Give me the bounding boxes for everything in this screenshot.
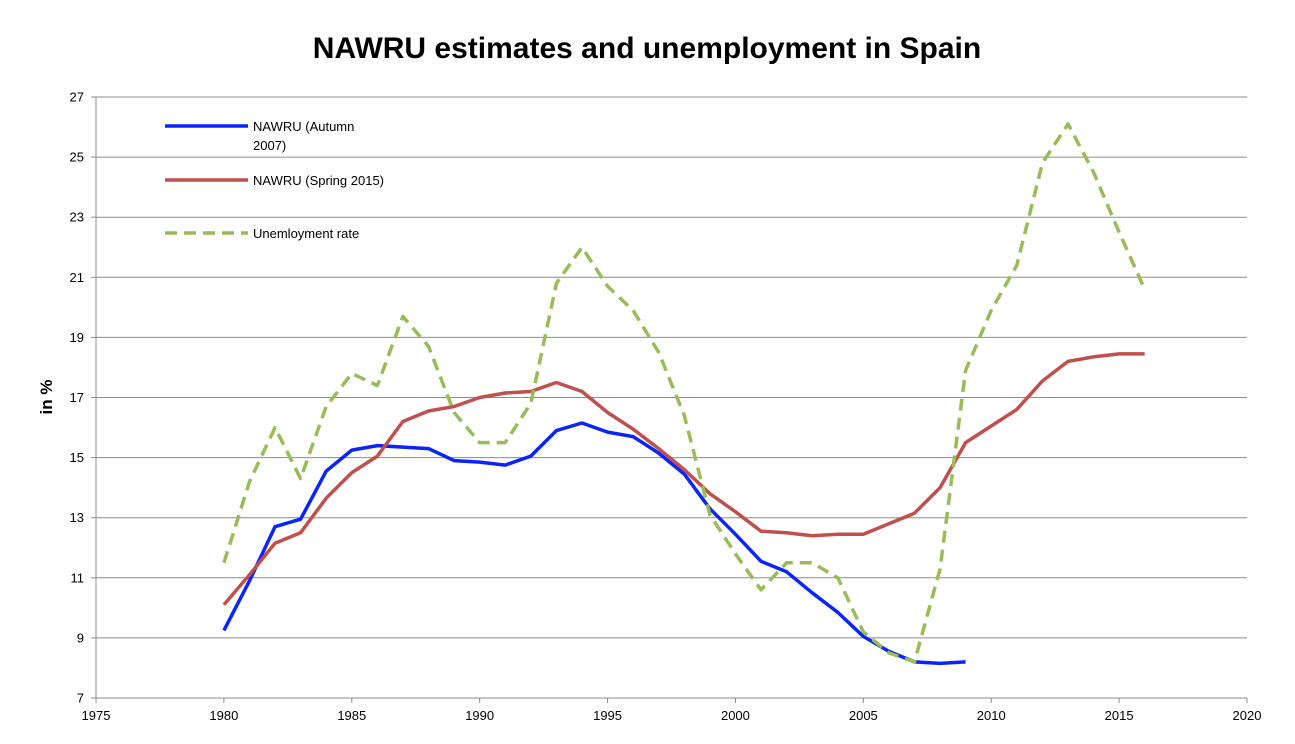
x-tick-label: 1990: [465, 708, 494, 723]
gridlines: [96, 96, 1247, 639]
y-tick-label: 23: [70, 210, 84, 225]
legend-label-1: 2007): [253, 138, 286, 153]
x-tick-label: 1975: [82, 708, 111, 723]
x-tick-label: 2020: [1233, 708, 1262, 723]
x-tick-label: 1985: [337, 708, 366, 723]
y-tick-label: 25: [70, 150, 84, 165]
y-axis-label: in %: [37, 380, 56, 415]
x-tick-label: 2015: [1105, 708, 1134, 723]
y-tick-label: 13: [70, 510, 84, 525]
y-tick-label: 11: [71, 570, 85, 585]
y-tick-label: 9: [77, 630, 84, 645]
x-tick-label: 2005: [849, 708, 878, 723]
chart-title: NAWRU estimates and unemployment in Spai…: [313, 32, 981, 65]
y-tick-label: 17: [70, 390, 84, 405]
x-tick-label: 2000: [721, 708, 750, 723]
legend-label-1: NAWRU (Autumn: [253, 119, 354, 134]
legend-label-3: Unemloyment rate: [253, 226, 359, 241]
y-tick-label: 7: [77, 691, 84, 706]
axes: 7 9 11 13 15 17 19 21 23 25 27 1975 1980 1985 1990 1995…: [70, 90, 1262, 724]
series-line-2: [222, 352, 1145, 606]
series-line-1: [222, 421, 966, 666]
legend-label-2: NAWRU (Spring 2015): [253, 173, 384, 188]
x-tick-label: 1980: [209, 708, 238, 723]
series-line-3: [222, 122, 1147, 664]
x-tick-label: 2010: [977, 708, 1006, 723]
x-tick-label: 1995: [593, 708, 622, 723]
y-tick-label: 21: [70, 270, 84, 285]
y-tick-label: 27: [70, 90, 84, 105]
legend: NAWRU (Autumn 2007) NAWRU (Spring 2015) Une…: [165, 119, 384, 241]
series-lines: [222, 122, 1147, 666]
y-tick-label: 19: [70, 330, 84, 345]
y-tick-label: 15: [70, 450, 84, 465]
